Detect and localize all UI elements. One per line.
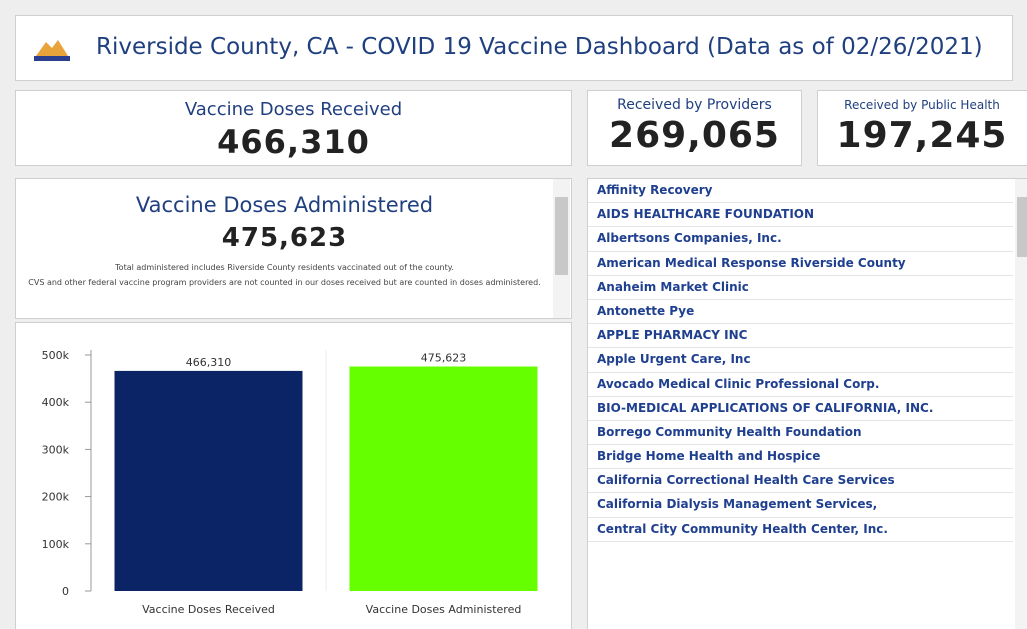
y-tick-label: 100k <box>42 538 70 551</box>
bar <box>349 366 538 591</box>
provider-item[interactable]: BIO-MEDICAL APPLICATIONS OF CALIFORNIA, … <box>588 397 1013 421</box>
y-tick-label: 300k <box>42 443 70 456</box>
provider-list: Affinity Recovery AIDS HEALTHCARE FOUNDAT… <box>587 178 1027 629</box>
providers-card: Received by Providers 269,065 <box>587 90 802 166</box>
administered-card: Vaccine Doses Administered 475,623 Total… <box>15 178 572 319</box>
chart: 0 100k 200k 300k 400k 500k Vaccine Doses Recei… <box>42 349 538 616</box>
card-label: Received by Providers <box>617 97 772 113</box>
provider-item[interactable]: Antonette Pye <box>588 300 1013 325</box>
card-value: 197,245 <box>836 115 1008 156</box>
card-label: Vaccine Doses Administered <box>135 193 434 217</box>
content: Vaccine Doses Administered 475,623 Total… <box>16 179 553 318</box>
provider-item[interactable]: Central City Community Health Center, In… <box>588 518 1013 542</box>
provider-item[interactable]: Albertsons Companies, Inc. <box>588 227 1013 252</box>
x-tick-label: Vaccine Doses Administered <box>366 603 522 616</box>
y-tick-label: 0 <box>62 585 69 598</box>
value-label: 475,623 <box>421 352 467 365</box>
provider-item[interactable]: American Medical Response Riverside Coun… <box>588 252 1013 276</box>
logo <box>34 40 70 61</box>
chart-card: 0 100k 200k 300k 400k 500k Vaccine Doses Recei… <box>15 322 572 629</box>
provider-item[interactable]: California Correctional Health Care Serv… <box>588 469 1013 494</box>
card-value: 475,623 <box>221 223 348 253</box>
x-tick-label: Vaccine Doses Received <box>142 603 275 616</box>
provider-item[interactable]: Affinity Recovery <box>588 179 1013 204</box>
provider-item[interactable]: Apple Urgent Care, Inc <box>588 348 1013 373</box>
card-label: Received by Public Health <box>844 98 1000 112</box>
card-value: 269,065 <box>609 115 780 156</box>
provider-item[interactable]: California Dialysis Management Services, <box>588 493 1013 518</box>
y-tick-label: 400k <box>42 396 70 409</box>
received-card: Vaccine Doses Received 466,310 <box>15 90 572 166</box>
title: Riverside County, CA - COVID 19 Vaccine … <box>96 34 983 60</box>
provider-item[interactable]: Bridge Home Health and Hospice <box>588 445 1013 470</box>
public-health-card: Received by Public Health 197,245 <box>817 90 1027 166</box>
y-tick-label: 500k <box>42 349 70 362</box>
scrollbar[interactable] <box>553 179 570 318</box>
note: CVS and other federal vaccine program pr… <box>28 278 541 287</box>
provider-item[interactable]: Borrego Community Health Foundation <box>588 421 1013 446</box>
provider-item[interactable]: APPLE PHARMACY INC <box>588 324 1013 349</box>
provider-item[interactable]: AIDS HEALTHCARE FOUNDATION <box>588 203 1013 228</box>
y-tick-label: 200k <box>42 491 70 504</box>
card-value: 466,310 <box>217 123 370 161</box>
card-label: Vaccine Doses Received <box>184 99 403 120</box>
note: Total administered includes Riverside Co… <box>115 263 454 272</box>
provider-item[interactable]: Avocado Medical Clinic Professional Corp… <box>588 373 1013 397</box>
header: Riverside County, CA - COVID 19 Vaccine … <box>15 15 1013 81</box>
value-label: 466,310 <box>186 356 232 369</box>
provider-item[interactable]: Anaheim Market Clinic <box>588 276 1013 300</box>
scrollbar[interactable] <box>1015 179 1027 629</box>
bar <box>114 370 303 591</box>
